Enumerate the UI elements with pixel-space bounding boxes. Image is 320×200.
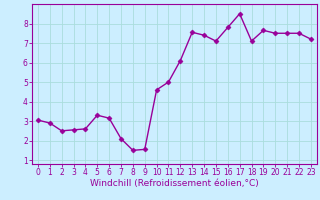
- X-axis label: Windchill (Refroidissement éolien,°C): Windchill (Refroidissement éolien,°C): [90, 179, 259, 188]
